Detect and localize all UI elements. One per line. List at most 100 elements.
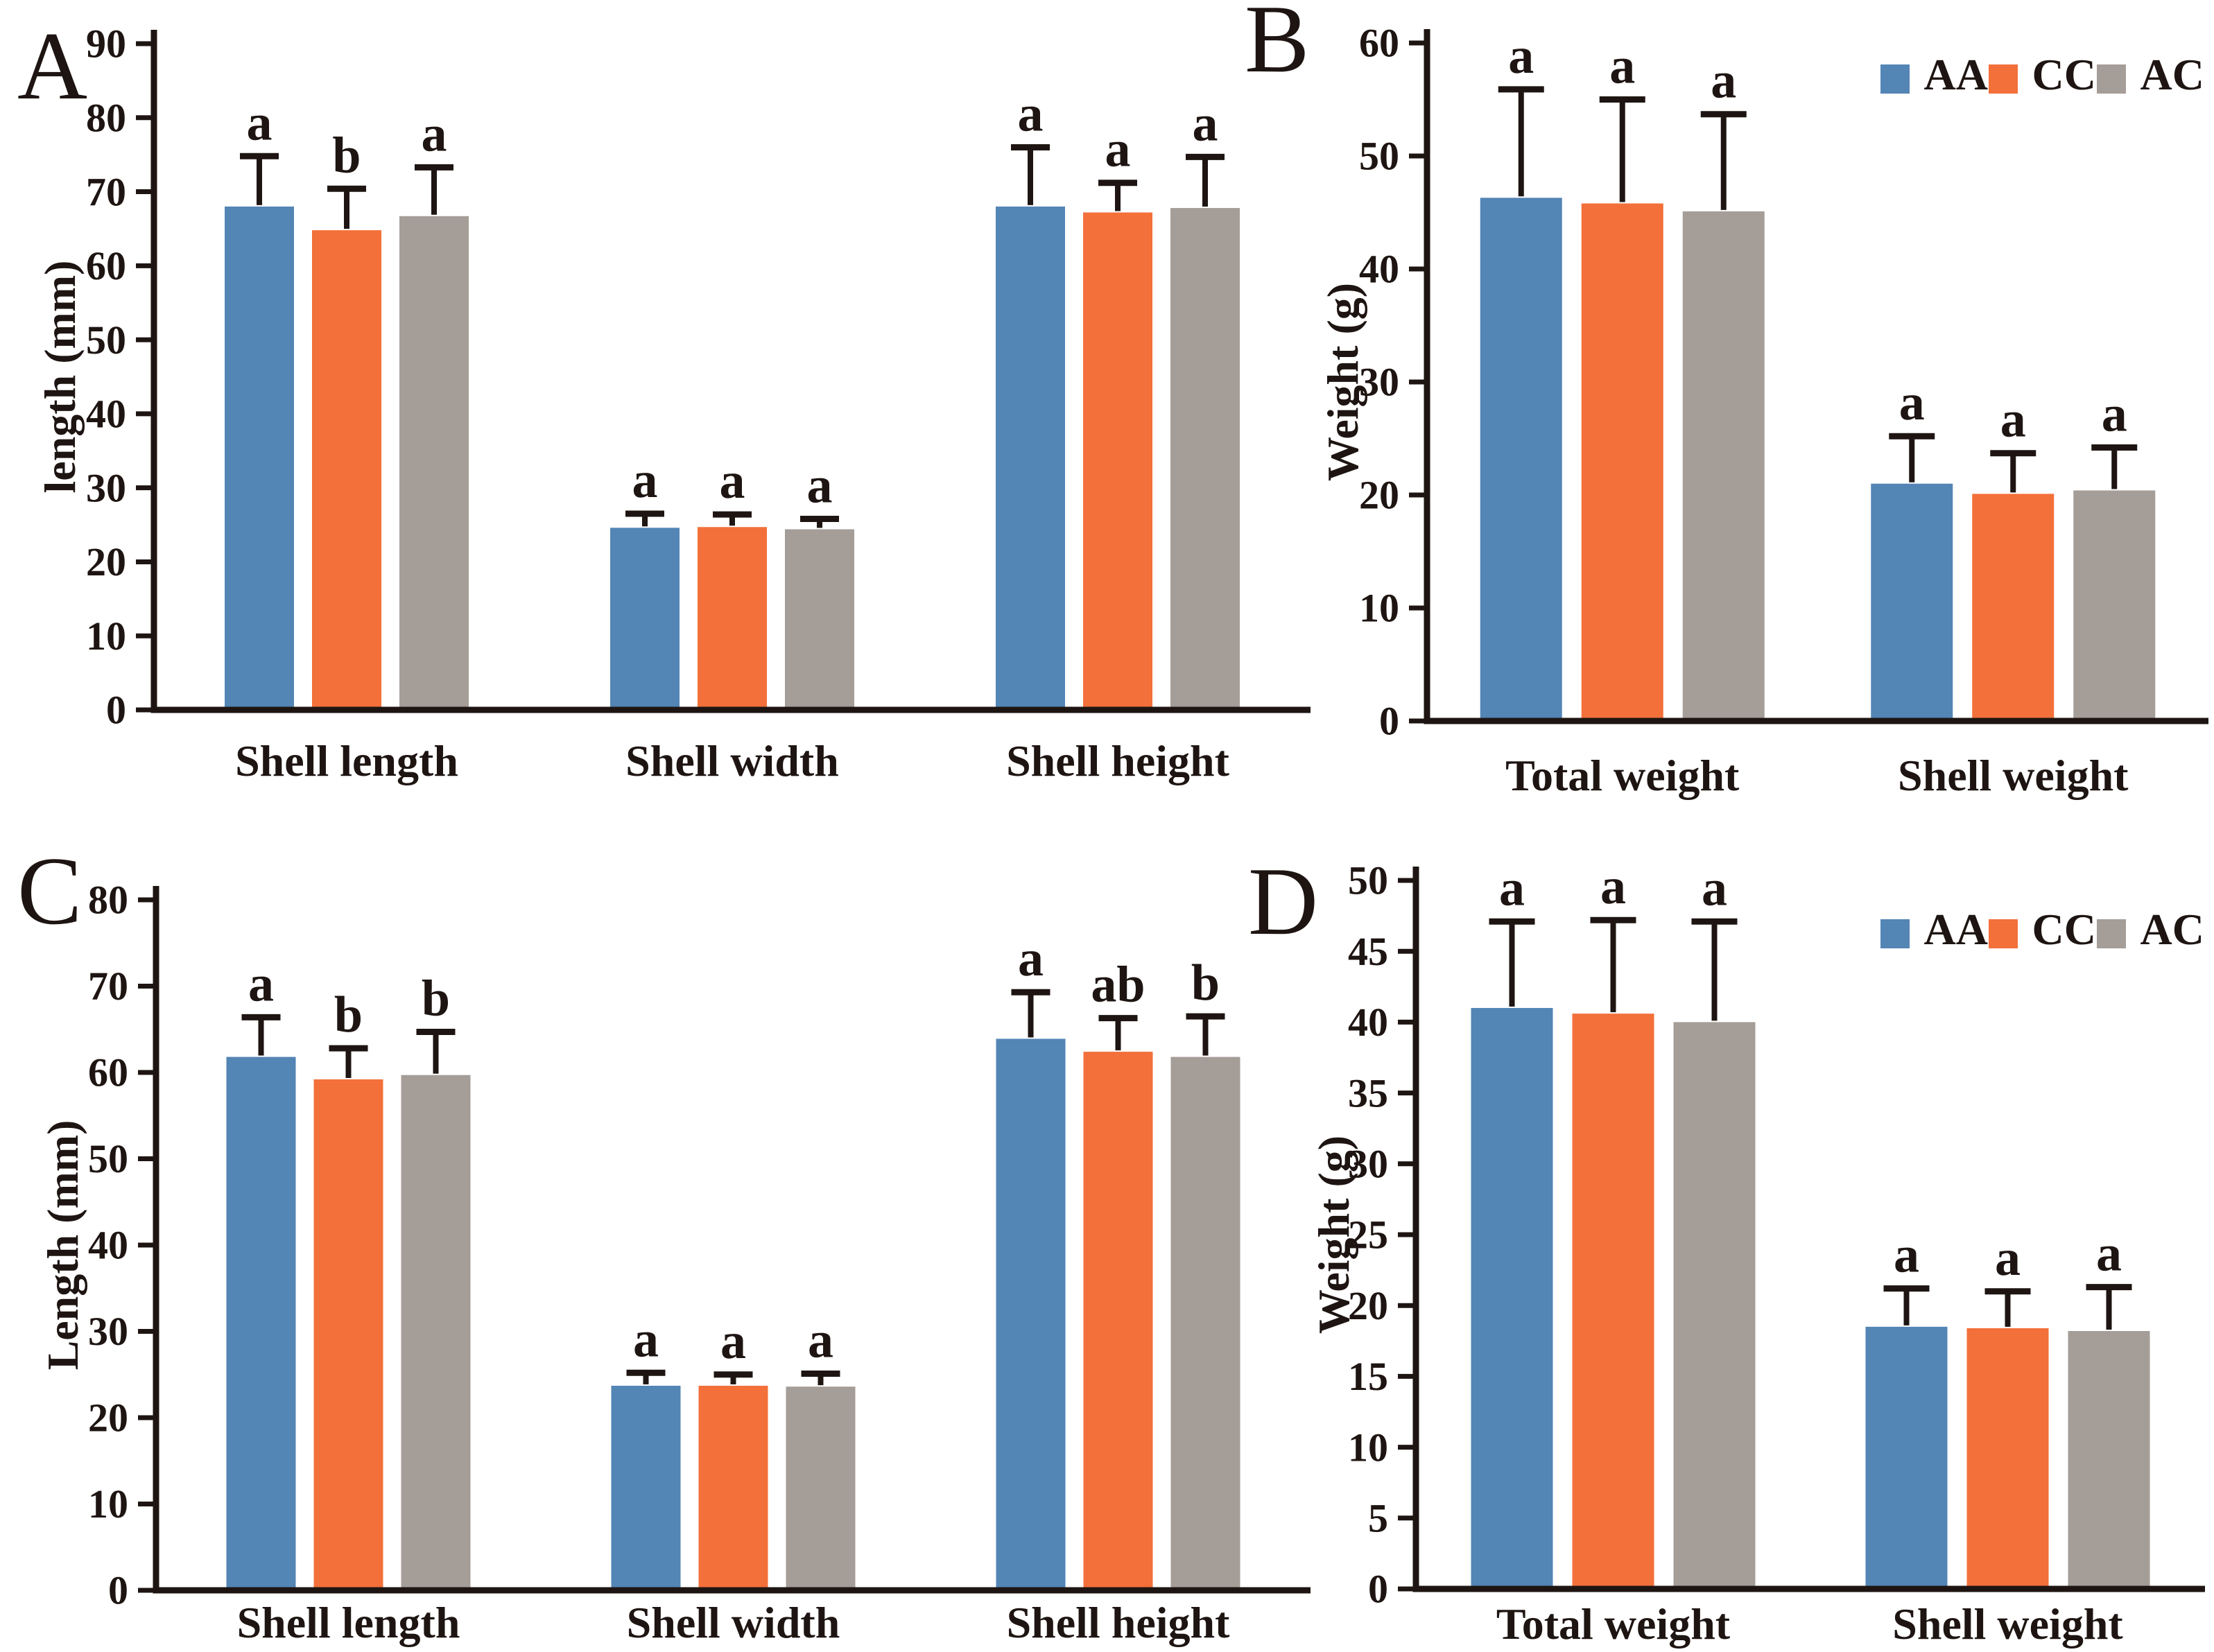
category-label: Shell length — [235, 736, 458, 785]
panel-letter: A — [17, 12, 87, 120]
bar-AC — [401, 1075, 471, 1590]
legend-swatch-CC — [1989, 64, 2018, 94]
y-axis-title: Length (mm) — [38, 1120, 87, 1371]
bar-CC — [1572, 1014, 1654, 1589]
significance-letter: a — [2000, 392, 2026, 449]
y-tick-label: 20 — [86, 539, 126, 584]
y-tick-label: 0 — [108, 1568, 128, 1613]
significance-letter: a — [720, 453, 745, 510]
y-tick-label: 45 — [1348, 929, 1388, 974]
bar-AC — [786, 1386, 856, 1590]
significance-letter: a — [1995, 1230, 2021, 1287]
significance-letter: a — [2096, 1226, 2122, 1283]
y-tick-label: 20 — [88, 1395, 128, 1441]
y-tick-label: 35 — [1348, 1070, 1388, 1115]
bar-CC — [698, 1385, 768, 1590]
significance-letter: a — [1609, 38, 1635, 95]
bar-AA — [1865, 1326, 1948, 1589]
y-tick-label: 10 — [88, 1481, 128, 1527]
significance-letter: b — [1191, 955, 1220, 1011]
y-tick-label: 40 — [1359, 247, 1399, 292]
bar-CC — [698, 527, 767, 710]
legend-label: CC — [2032, 905, 2096, 954]
legend-swatch-AC — [2097, 919, 2126, 948]
significance-letter: a — [422, 105, 447, 162]
significance-letter: a — [1508, 28, 1534, 85]
bar-CC — [1972, 494, 2055, 721]
y-tick-label: 15 — [1348, 1354, 1388, 1399]
legend-swatch-AC — [2097, 64, 2126, 94]
y-tick-label: 50 — [1359, 134, 1399, 179]
y-tick-label: 60 — [88, 1050, 128, 1095]
y-tick-label: 0 — [1368, 1567, 1388, 1612]
bar-AC — [1170, 1057, 1240, 1590]
y-tick-label: 50 — [88, 1136, 128, 1181]
legend-label: CC — [2032, 50, 2096, 99]
y-tick-label: 30 — [1359, 360, 1399, 405]
bar-AC — [1170, 208, 1240, 711]
category-label: Shell weight — [1898, 751, 2129, 800]
bar-AA — [226, 1057, 296, 1590]
y-tick-label: 30 — [86, 465, 126, 510]
significance-letter: b — [334, 986, 363, 1043]
significance-letter: b — [422, 970, 450, 1027]
y-tick-label: 80 — [88, 878, 128, 923]
y-tick-label: 20 — [1348, 1283, 1388, 1328]
y-tick-label: 60 — [1359, 21, 1399, 66]
y-tick-label: 25 — [1348, 1212, 1388, 1258]
y-tick-label: 10 — [86, 614, 126, 659]
bar-AA — [225, 206, 294, 710]
y-axis-title: Weight (g) — [1318, 283, 1367, 481]
bar-AC — [1673, 1022, 1756, 1589]
significance-letter: a — [1499, 860, 1525, 916]
y-tick-label: 70 — [88, 964, 128, 1009]
y-tick-label: 30 — [88, 1309, 128, 1354]
category-label: Total weight — [1505, 751, 1740, 800]
significance-letter: a — [632, 452, 658, 509]
panel-D: D Weight (g) a a a Total weight a a a Shell weigh… — [1248, 848, 2205, 1649]
y-tick-label: 0 — [106, 688, 126, 733]
category-label: Shell weight — [1892, 1599, 2123, 1649]
category-label: Shell height — [1006, 736, 1230, 785]
significance-letter: a — [1711, 53, 1736, 110]
panel-letter: B — [1245, 0, 1309, 93]
bar-AC — [785, 529, 854, 710]
legend-label: AC — [2141, 905, 2204, 954]
y-tick-label: 40 — [1348, 1000, 1388, 1045]
legend-label: AA — [1924, 905, 1988, 954]
legend-label: AC — [2141, 50, 2204, 99]
significance-letter: a — [808, 1312, 833, 1369]
bar-AA — [1871, 483, 1953, 721]
y-tick-label: 90 — [86, 21, 126, 67]
category-label: Shell width — [627, 1598, 840, 1647]
y-tick-label: 60 — [86, 243, 126, 288]
y-tick-label: 80 — [86, 95, 126, 140]
y-tick-label: 50 — [1348, 858, 1388, 903]
bar-AA — [996, 1038, 1066, 1590]
y-tick-label: 10 — [1359, 586, 1399, 631]
significance-letter: a — [1193, 95, 1218, 152]
significance-letter: a — [1600, 858, 1626, 915]
y-tick-label: 40 — [88, 1223, 128, 1268]
bar-AA — [996, 206, 1065, 710]
category-label: Shell length — [237, 1598, 460, 1647]
bar-AC — [2068, 1330, 2150, 1589]
y-tick-label: 0 — [1379, 699, 1399, 744]
significance-letter: a — [1899, 374, 1925, 431]
significance-letter: a — [807, 458, 833, 514]
bar-CC — [1581, 203, 1663, 722]
panel-B: B Weight (g) a a a Total weight a a a Shell weigh… — [1245, 0, 2208, 800]
panel-letter: D — [1248, 848, 1318, 955]
y-tick-label: 5 — [1368, 1496, 1388, 1541]
bar-AC — [2073, 490, 2156, 721]
y-axis-title: length (mm) — [35, 261, 85, 494]
legend-swatch-CC — [1989, 919, 2018, 948]
legend-swatch-AA — [1880, 919, 1910, 948]
bar-AA — [610, 528, 680, 710]
bar-CC — [313, 1079, 383, 1590]
bar-AA — [1471, 1007, 1553, 1589]
y-tick-label: 10 — [1348, 1425, 1388, 1470]
significance-letter: a — [1018, 85, 1044, 142]
